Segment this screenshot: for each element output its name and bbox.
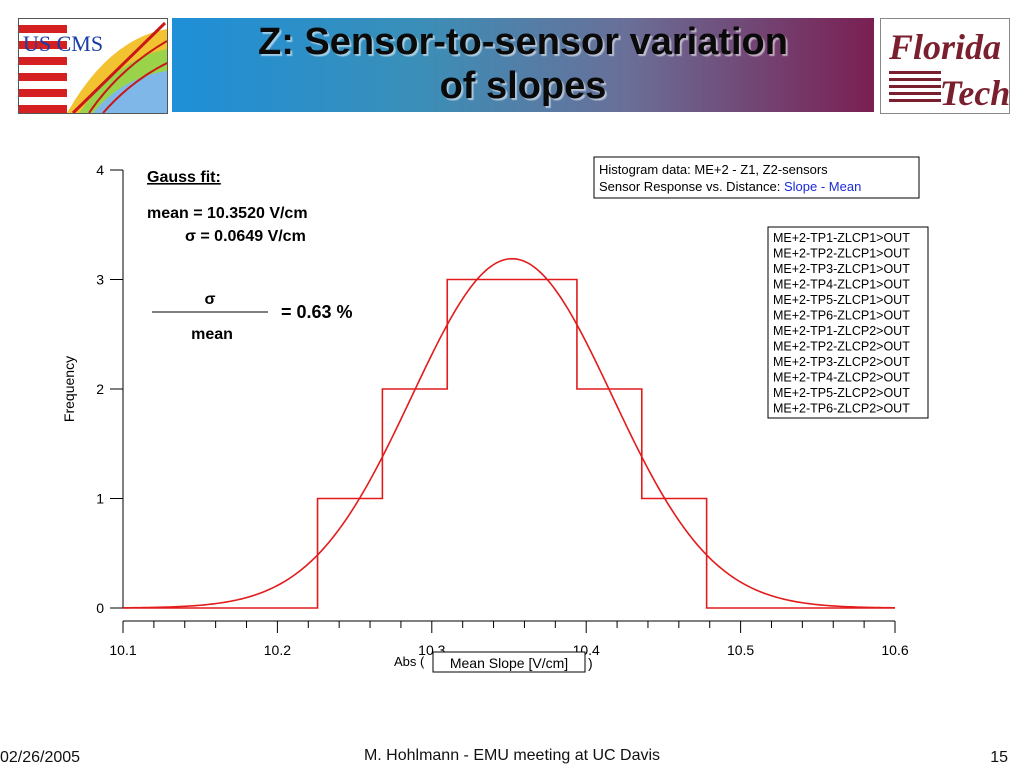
info-box-line2: Sensor Response vs. Distance: Slope - Me… bbox=[599, 179, 861, 194]
slide-title: Z: Sensor-to-sensor variation of slopes bbox=[172, 20, 874, 108]
fraction-result: = 0.63 % bbox=[281, 302, 353, 322]
florida-tech-stripes bbox=[889, 71, 941, 102]
gauss-fit-curve bbox=[122, 257, 896, 609]
footer-page-number: 15 bbox=[990, 749, 1008, 766]
fraction-numerator: σ bbox=[205, 291, 216, 308]
x-tick-label: 10.2 bbox=[264, 642, 291, 658]
sensor-legend-item: ME+2-TP5-ZLCP2>OUT bbox=[773, 386, 910, 400]
y-tick-label: 2 bbox=[96, 381, 104, 397]
footer-author: M. Hohlmann - EMU meeting at UC Davis bbox=[363, 747, 661, 764]
title-banner: Z: Sensor-to-sensor variation of slopes bbox=[172, 18, 874, 112]
slide-title-line1: Z: Sensor-to-sensor variation bbox=[258, 21, 788, 63]
x-axis-label-prefix: Abs ( bbox=[394, 654, 425, 669]
x-axis-label-box bbox=[432, 651, 586, 673]
gauss-fit-label: Gauss fit: bbox=[147, 169, 221, 186]
y-tick-label: 3 bbox=[96, 272, 104, 288]
us-cms-logo-graphic: US CMS bbox=[19, 19, 167, 113]
info-box-line2-highlight: Slope - Mean bbox=[784, 179, 861, 194]
florida-logo-word: Florida bbox=[888, 27, 1001, 67]
sensor-legend-item: ME+2-TP3-ZLCP1>OUT bbox=[773, 262, 910, 276]
info-box-line2-prefix: Sensor Response vs. Distance: bbox=[599, 179, 784, 194]
y-tick-label: 0 bbox=[96, 600, 104, 616]
sensor-legend-item: ME+2-TP4-ZLCP1>OUT bbox=[773, 278, 910, 292]
sensor-legend-item: ME+2-TP5-ZLCP1>OUT bbox=[773, 293, 910, 307]
x-tick-label: 10.5 bbox=[727, 642, 754, 658]
sensor-legend-item: ME+2-TP3-ZLCP2>OUT bbox=[773, 355, 910, 369]
histogram-bars bbox=[123, 278, 895, 609]
y-tick-label: 4 bbox=[96, 162, 104, 178]
sensor-legend-item: ME+2-TP1-ZLCP2>OUT bbox=[773, 324, 910, 338]
sigma-value-text: σ = 0.0649 V/cm bbox=[185, 228, 306, 245]
florida-tech-logo: Florida Tech bbox=[880, 18, 1010, 114]
y-axis-label: Frequency bbox=[61, 356, 77, 422]
tech-logo-word: Tech bbox=[940, 73, 1009, 113]
sensor-legend-item: ME+2-TP2-ZLCP1>OUT bbox=[773, 247, 910, 261]
y-tick-label: 1 bbox=[96, 491, 104, 507]
x-tick-label: 10.1 bbox=[109, 642, 136, 658]
x-tick-label: 10.6 bbox=[881, 642, 908, 658]
sensor-legend-item: ME+2-TP1-ZLCP1>OUT bbox=[773, 231, 910, 245]
mean-value-text: mean = 10.3520 V/cm bbox=[147, 205, 308, 222]
x-axis-label-suffix: ) bbox=[588, 655, 593, 671]
sensor-legend-item: ME+2-TP6-ZLCP1>OUT bbox=[773, 309, 910, 323]
chart-marks bbox=[122, 257, 896, 609]
slide-title-line2: of slopes bbox=[439, 65, 607, 107]
us-cms-logo: US CMS bbox=[18, 18, 168, 114]
x-axis-label: Mean Slope [V/cm] bbox=[450, 655, 568, 671]
sensor-legend-item: ME+2-TP6-ZLCP2>OUT bbox=[773, 402, 910, 416]
sensor-legend-list: ME+2-TP1-ZLCP1>OUTME+2-TP2-ZLCP1>OUTME+2… bbox=[773, 231, 910, 416]
us-cms-logo-text: US CMS bbox=[23, 31, 103, 56]
sensor-legend-item: ME+2-TP2-ZLCP2>OUT bbox=[773, 340, 910, 354]
info-box-line1: Histogram data: ME+2 - Z1, Z2-sensors bbox=[599, 162, 828, 177]
sensor-legend-box bbox=[767, 226, 929, 419]
florida-tech-logo-graphic: Florida Tech bbox=[888, 27, 1009, 113]
info-box bbox=[593, 156, 920, 199]
footer-date: 02/26/2005 bbox=[0, 749, 81, 766]
sensor-legend-item: ME+2-TP4-ZLCP2>OUT bbox=[773, 371, 910, 385]
fraction-denominator: mean bbox=[191, 326, 233, 343]
